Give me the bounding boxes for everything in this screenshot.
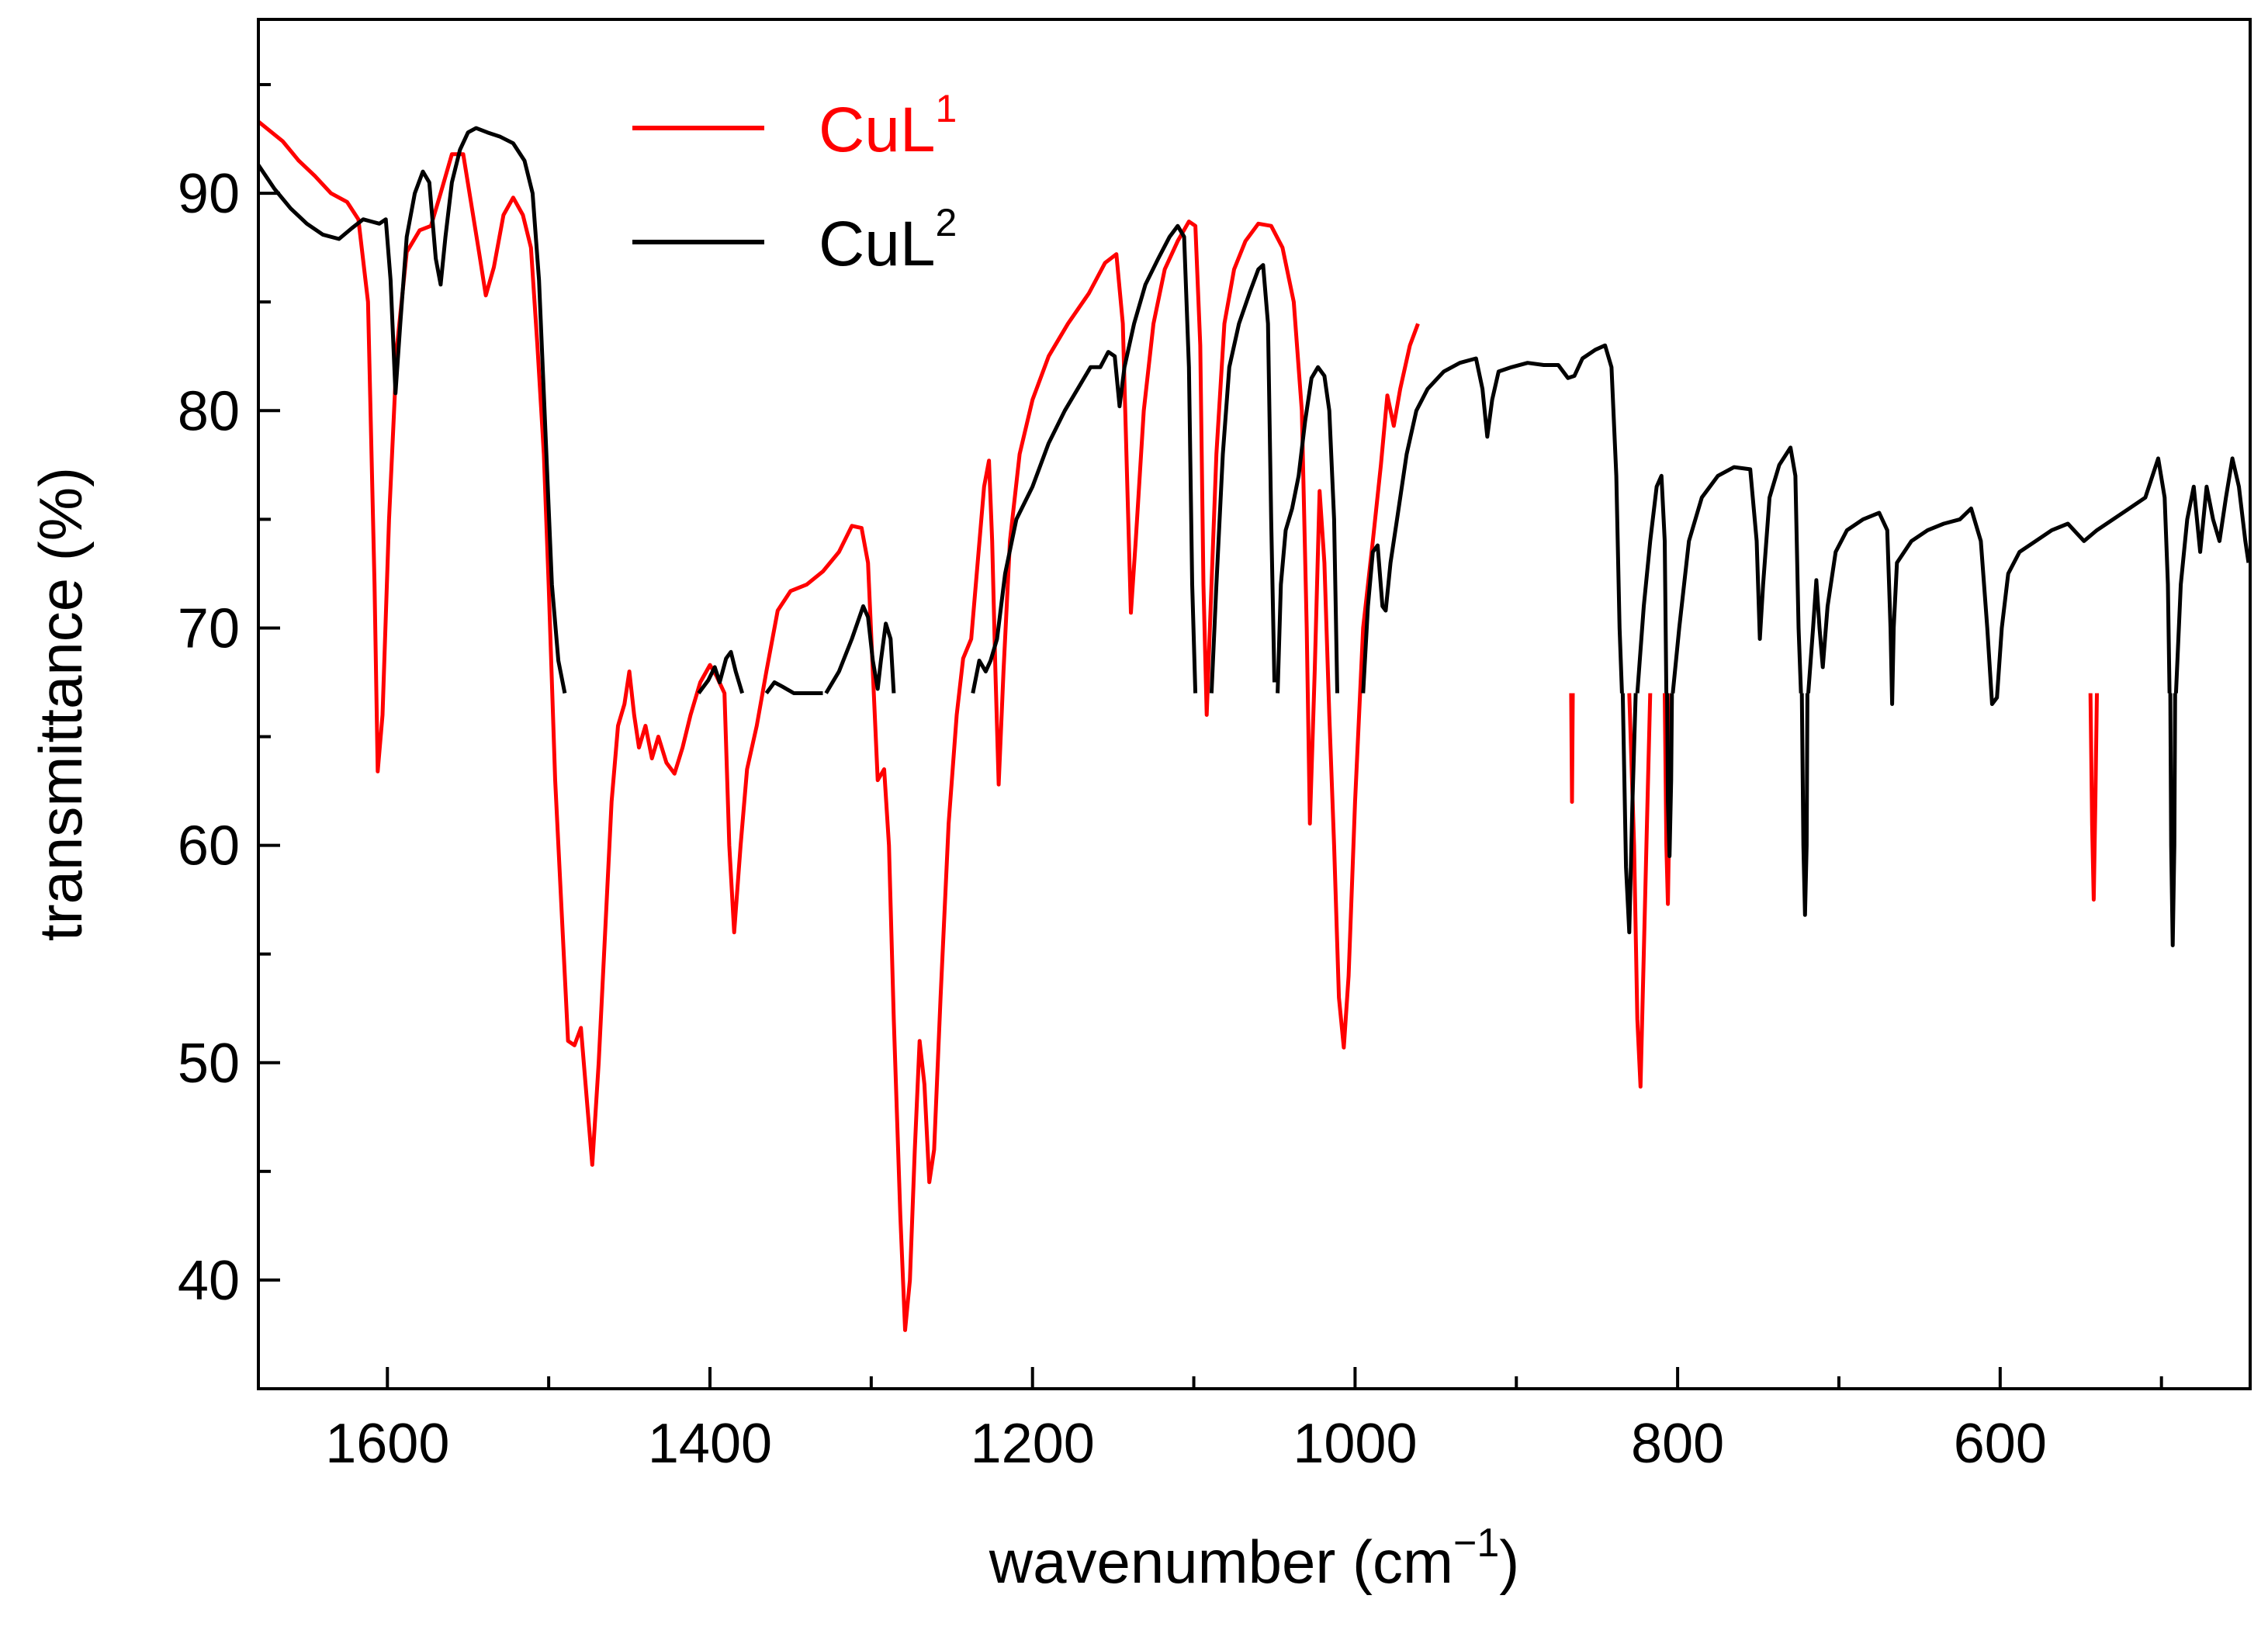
legend-label-cul2-superscript: 2 bbox=[935, 201, 957, 244]
series-layer bbox=[256, 119, 2251, 1332]
legend: CuL1 CuL2 bbox=[632, 87, 957, 279]
series-2-segment-11 bbox=[1671, 445, 1803, 694]
series-2-segment-7 bbox=[1361, 343, 1624, 694]
series-2-line bbox=[256, 126, 567, 694]
series-2-segment-15 bbox=[2173, 456, 2251, 694]
legend-label-cul1-name: CuL bbox=[819, 95, 935, 165]
series-2 bbox=[256, 126, 2251, 947]
x-tick-label: 1000 bbox=[1293, 1413, 1417, 1475]
y-tick-label: 50 bbox=[178, 1033, 240, 1095]
legend-label-cul2-name: CuL bbox=[819, 209, 935, 279]
x-axis-title-exponent: −1 bbox=[1453, 1521, 1499, 1566]
series-1-segment-1 bbox=[1569, 693, 1575, 805]
series-1-segment-4 bbox=[2088, 693, 2099, 902]
series-2-segment-9 bbox=[1635, 473, 1669, 694]
y-tick-label: 60 bbox=[178, 815, 240, 877]
series-2-segment-10 bbox=[1665, 693, 1674, 859]
x-axis-title: wavenumber (cm−1) bbox=[989, 1521, 1519, 1596]
x-tick-label: 1600 bbox=[325, 1413, 449, 1475]
x-axis: 1600 1400 1200 1000 800 600 bbox=[325, 1367, 2163, 1475]
series-2-segment-3 bbox=[824, 604, 896, 694]
y-tick-label: 90 bbox=[178, 163, 240, 225]
y-axis: 40 50 60 70 80 90 bbox=[178, 83, 280, 1390]
series-2-segment-1 bbox=[697, 649, 744, 694]
legend-label-cul1-superscript: 1 bbox=[935, 87, 957, 130]
y-tick-label: 80 bbox=[178, 380, 240, 442]
legend-label-cul1: CuL1 bbox=[819, 87, 957, 165]
x-axis-title-text: wavenumber (cm bbox=[989, 1528, 1453, 1596]
series-1 bbox=[257, 119, 2099, 1332]
legend-label-cul2: CuL2 bbox=[819, 201, 957, 279]
series-2-segment-12 bbox=[1799, 693, 1809, 917]
series-2-segment-14 bbox=[2168, 693, 2177, 947]
series-1-line bbox=[257, 119, 1420, 1332]
y-tick-label: 70 bbox=[178, 597, 240, 659]
x-tick-label: 600 bbox=[1954, 1413, 2047, 1475]
series-1-segment-2 bbox=[1627, 693, 1653, 1089]
series-2-segment-8 bbox=[1620, 693, 1638, 935]
series-2-segment-2 bbox=[764, 680, 823, 695]
x-tick-label: 800 bbox=[1631, 1413, 1724, 1475]
x-tick-label: 1400 bbox=[648, 1413, 772, 1475]
series-2-segment-13 bbox=[1806, 456, 2172, 706]
series-2-segment-5 bbox=[1209, 263, 1276, 694]
x-axis-title-suffix: ) bbox=[1499, 1528, 1519, 1596]
y-axis-title: transmittance (%) bbox=[26, 467, 95, 941]
series-2-segment-6 bbox=[1276, 365, 1339, 694]
x-tick-label: 1200 bbox=[971, 1413, 1095, 1475]
series-2-segment-4 bbox=[971, 223, 1198, 694]
plot-area-frame bbox=[257, 18, 2252, 1390]
y-tick-label: 40 bbox=[178, 1250, 240, 1312]
